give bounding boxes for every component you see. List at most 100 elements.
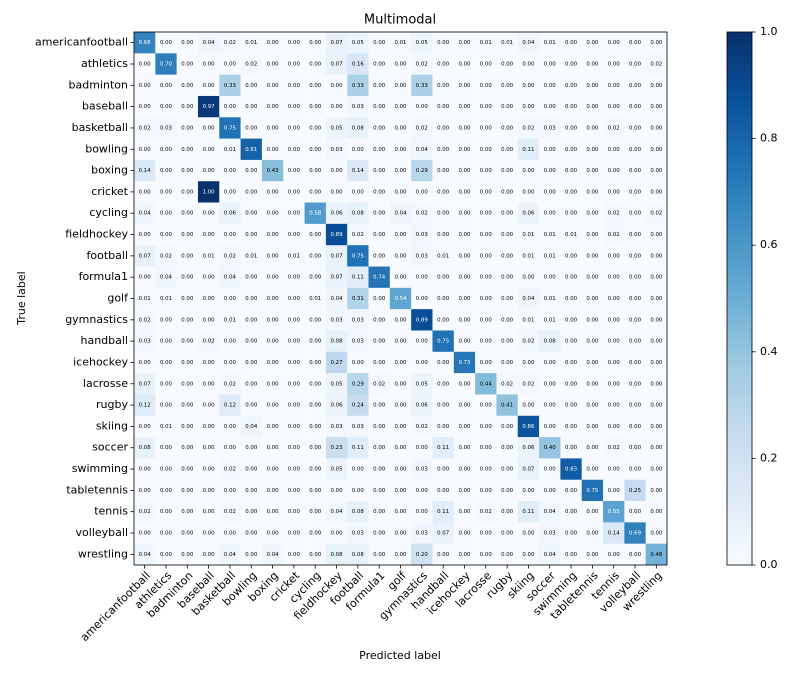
cell [389,245,412,267]
cell [624,223,646,246]
cell [240,159,263,182]
cell [219,373,241,395]
cell [176,415,199,438]
cell-label: 0.01 [160,296,172,302]
cell [453,159,476,182]
cell [581,309,604,331]
cell [581,415,604,438]
cell-label: 0.00 [480,147,493,153]
cell [539,373,561,395]
cell-label: 0.00 [309,40,322,46]
cell-label: 0.00 [203,61,216,67]
cell [496,138,519,161]
cell [389,458,412,481]
cell-label: 0.00 [544,275,557,281]
cell [453,74,476,97]
cell-label: 0.00 [373,509,386,515]
cell-label: 0.00 [181,488,194,494]
cell [134,330,156,353]
cell-label: 0.00 [437,61,450,67]
cell [645,32,668,54]
cell-label: 0.00 [437,168,450,174]
cell-label: 0.00 [160,509,173,515]
cell [325,159,348,182]
cell [475,74,497,97]
cell [560,394,583,417]
cell-label: 0.00 [629,403,642,409]
cell-label: 0.00 [139,488,152,494]
cell-label: 0.00 [565,253,578,259]
cell [581,245,604,267]
cell-label: 0.14 [608,531,621,537]
cell [411,330,433,353]
cell-label: 0.07 [331,253,343,259]
cell-label: 0.23 [331,445,343,451]
cell [496,309,519,331]
cell [539,74,561,97]
cell [304,266,327,289]
cell-label: 0.89 [416,317,429,323]
cell-label: 0.00 [565,445,578,451]
cell-label: 0.00 [267,381,280,387]
cell [283,245,305,267]
cell [240,437,263,459]
cell-label: 0.00 [501,147,514,153]
cell [475,181,497,203]
cell-label: 0.00 [394,61,407,67]
cell [197,309,220,331]
cell-label: 0.00 [394,147,407,153]
cell-label: 0.00 [245,552,258,558]
cell-label: 0.00 [437,232,450,238]
cell [453,53,476,75]
cell [325,479,348,502]
cell-label: 0.00 [245,360,258,366]
cell [304,32,327,54]
cell-label: 0.00 [437,467,450,473]
cell [475,437,497,459]
cell-label: 0.00 [629,232,642,238]
cell-label: 0.00 [181,168,194,174]
cell [176,181,199,203]
cell [645,117,668,139]
cell [368,394,391,417]
cell [304,330,327,353]
cell [517,117,540,139]
cell [453,266,476,289]
cell-label: 0.40 [544,445,557,451]
cell [240,458,263,481]
cell [453,330,476,353]
cell [134,159,156,182]
cell [560,181,583,203]
cell-label: 0.00 [650,253,663,259]
cell-label: 0.00 [522,488,535,494]
cell [453,373,476,395]
cell-label: 0.02 [522,339,534,345]
cell-label: 0.03 [331,147,343,153]
cell [560,138,583,161]
cell [624,330,646,353]
cell [347,74,369,97]
cell-label: 0.00 [501,467,514,473]
cell-label: 0.00 [181,104,194,110]
cell [453,202,476,225]
cell [134,202,156,225]
cell-label: 0.02 [608,125,620,131]
cell-label: 0.01 [565,232,577,238]
cell [197,479,220,502]
cell [261,351,284,374]
cell [645,202,668,225]
cell-label: 0.02 [608,211,620,217]
x-axis-label: Predicted label [359,649,441,662]
cell [517,351,540,374]
cell [560,501,583,523]
cell [496,373,519,395]
cell [304,53,327,75]
cell [411,117,433,139]
cell [325,138,348,161]
cell [581,501,604,523]
cell [347,181,369,203]
cell [389,394,412,417]
cell-label: 0.00 [288,424,301,430]
cell-label: 0.00 [544,189,557,195]
